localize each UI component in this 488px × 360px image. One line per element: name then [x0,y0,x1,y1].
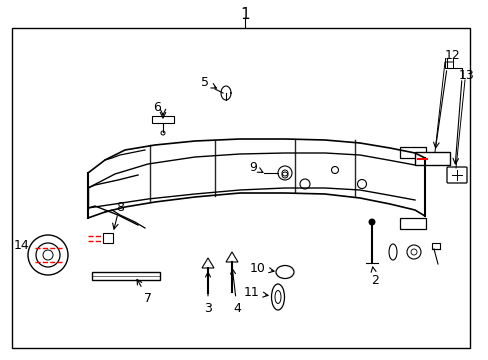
Text: 5: 5 [201,76,216,89]
Ellipse shape [274,291,281,303]
Text: 8: 8 [116,201,124,213]
Text: 3: 3 [203,272,211,315]
Circle shape [368,219,374,225]
Bar [152,116,174,123]
Bar [431,243,439,249]
Text: 2: 2 [370,267,378,287]
Ellipse shape [271,284,284,310]
Text: 7: 7 [137,279,152,305]
Text: 14: 14 [14,239,30,252]
Text: 12: 12 [444,49,460,62]
Text: 4: 4 [230,269,241,315]
Text: 11: 11 [244,287,267,300]
Ellipse shape [388,244,396,260]
Text: 13: 13 [458,68,474,81]
Bar [414,152,449,165]
FancyBboxPatch shape [446,167,466,183]
Polygon shape [225,252,238,262]
Bar [399,147,425,158]
Text: 1: 1 [240,6,249,22]
Bar [12,28,469,348]
Polygon shape [202,258,214,268]
Text: 10: 10 [249,261,273,274]
Bar [399,218,425,229]
Bar [103,233,113,243]
Text: 6: 6 [153,100,161,113]
Text: 9: 9 [248,161,263,174]
Ellipse shape [275,266,293,279]
Bar [92,272,160,280]
